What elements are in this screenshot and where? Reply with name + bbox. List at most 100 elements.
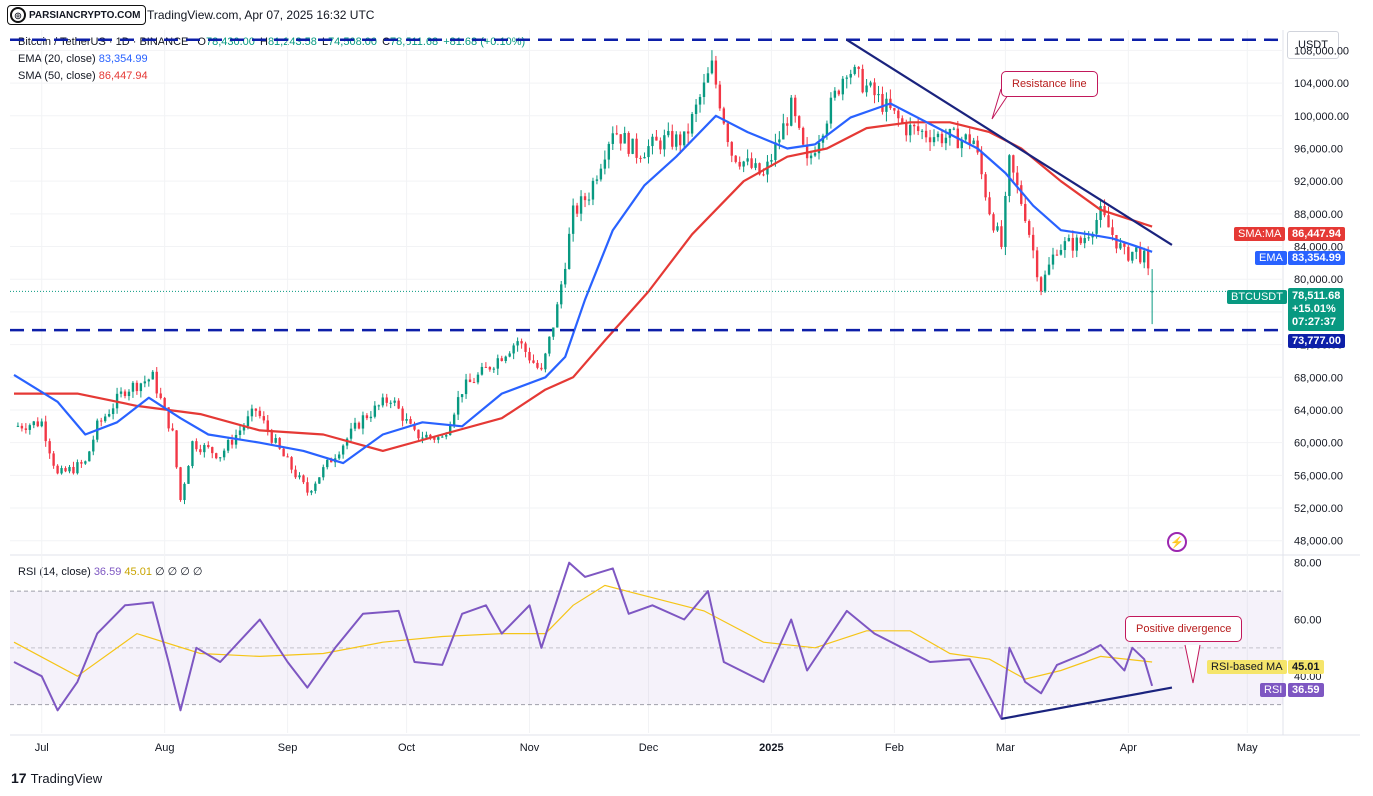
candle-body (647, 146, 650, 158)
rsi-ma-legend-value: 45.01 (124, 566, 152, 578)
time-tick-label: Oct (398, 742, 415, 754)
candle-body (1067, 237, 1071, 242)
candle-body (813, 153, 817, 156)
candle-body (663, 135, 666, 150)
candle-body (242, 426, 246, 431)
candle-body (40, 421, 43, 427)
last-price: 78,511.68 (1292, 290, 1341, 302)
candle-body (441, 436, 444, 438)
candle-body (714, 60, 718, 85)
candle-body (187, 466, 190, 484)
candle-body (460, 394, 464, 398)
time-tick-label: Aug (155, 742, 175, 754)
candle-body (857, 66, 860, 69)
candle-body (984, 174, 987, 198)
candle-body (968, 134, 971, 145)
candle-body (151, 371, 154, 380)
ema-legend[interactable]: EMA (20, close) 83,354.99 (18, 53, 148, 65)
price-tick-label: 56,000.00 (1294, 470, 1343, 482)
candle-body (746, 158, 749, 162)
candle-body (1127, 246, 1130, 261)
candle-body (258, 410, 262, 417)
candle-body (135, 382, 139, 392)
candle-body (401, 408, 404, 421)
candle-body (123, 391, 127, 397)
ema-legend-name: EMA (20, close) (18, 53, 96, 65)
candle-body (1071, 237, 1075, 251)
candle-body (972, 140, 975, 145)
candle-body (52, 453, 55, 466)
price-tick-label: 80,000.00 (1294, 274, 1343, 286)
rsi-ma-tag-label: RSI-based MA (1207, 660, 1287, 674)
sma-tag-label: SMA:MA (1234, 227, 1286, 241)
candle-body (643, 157, 646, 159)
candle-body (353, 422, 357, 429)
rsi-legend-name: RSI (14, close) (18, 566, 91, 578)
candle-body (829, 97, 833, 124)
candle-body (1139, 247, 1142, 263)
candle-body (599, 168, 603, 180)
candle-body (286, 456, 289, 458)
candle-body (540, 367, 543, 370)
candle-body (1143, 250, 1146, 263)
divergence-callout-pointer (1184, 644, 1201, 684)
candle-body (250, 408, 254, 417)
price-tick-label: 96,000.00 (1294, 143, 1343, 155)
candle-body (817, 142, 821, 154)
ema-tag-value: 83,354.99 (1288, 251, 1345, 265)
candle-body (869, 82, 872, 86)
candle-body (631, 138, 634, 154)
candle-body (881, 93, 884, 112)
candle-body (246, 416, 250, 427)
candle-body (1000, 226, 1003, 247)
price-tick-label: 92,000.00 (1294, 176, 1343, 188)
rsi-tick-label: 60.00 (1294, 614, 1322, 626)
time-tick-label: Sep (278, 742, 298, 754)
candle-body (72, 466, 75, 474)
candle-body (337, 454, 341, 459)
rsi-band (10, 590, 1283, 706)
candle-body (964, 134, 967, 140)
sma-legend[interactable]: SMA (50, close) 86,447.94 (18, 70, 148, 82)
candle-body (326, 459, 329, 468)
candle-body (139, 383, 143, 392)
candle-body (433, 437, 436, 440)
candle-body (56, 465, 59, 474)
candle-body (758, 163, 761, 175)
candle-body (191, 441, 194, 467)
candle-body (211, 447, 214, 454)
candle-body (627, 133, 630, 154)
candle-body (659, 140, 662, 150)
candle-body (698, 97, 702, 105)
candle-body (690, 114, 694, 134)
rsi-legend[interactable]: RSI (14, close) 36.59 45.01 ∅ ∅ ∅ ∅ (18, 565, 203, 578)
candle-body (706, 73, 710, 83)
candle-body (203, 445, 206, 453)
tradingview-logo-icon: 17 (11, 770, 27, 786)
price-tick-label: 52,000.00 (1294, 503, 1343, 515)
candle-body (1111, 227, 1114, 236)
candle-body (750, 158, 753, 168)
candle-body (805, 144, 809, 159)
currency-button[interactable]: USDT (1287, 31, 1339, 59)
candle-body (516, 341, 519, 346)
candle-body (64, 468, 67, 472)
candle-body (730, 142, 733, 156)
candle-body (377, 405, 381, 407)
candle-body (944, 137, 948, 144)
candle-body (528, 351, 531, 361)
brand-logo: ◎ PARSIANCRYPTO.COM (7, 5, 146, 25)
candle-body (159, 393, 162, 399)
candle-body (60, 468, 63, 474)
ema-line (13, 102, 1153, 465)
candle-body (560, 284, 563, 305)
replay-icon[interactable]: ⚡ (1167, 532, 1187, 552)
candle-body (722, 108, 726, 124)
divergence-trendline (1001, 686, 1173, 720)
rsi-legend-extra: ∅ ∅ ∅ ∅ (155, 566, 203, 578)
candle-body (790, 97, 793, 126)
price-tick-label: 104,000.00 (1294, 78, 1349, 90)
time-tick-label: Feb (885, 742, 904, 754)
candle-body (397, 400, 400, 409)
